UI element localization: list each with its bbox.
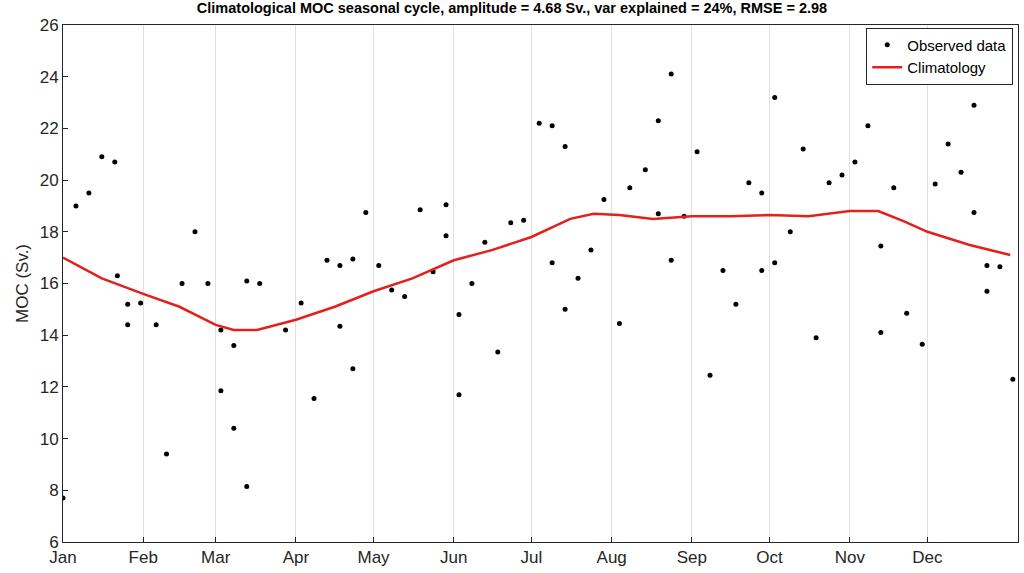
svg-text:Feb: Feb xyxy=(129,548,158,567)
svg-text:Oct: Oct xyxy=(756,548,783,567)
svg-text:26: 26 xyxy=(40,16,59,35)
svg-text:20: 20 xyxy=(40,171,59,190)
svg-text:Climatological MOC seasonal cy: Climatological MOC seasonal cycle, ampli… xyxy=(197,0,827,16)
svg-text:12: 12 xyxy=(40,378,59,397)
svg-text:May: May xyxy=(358,548,391,567)
svg-text:Climatology: Climatology xyxy=(907,59,986,76)
svg-text:18: 18 xyxy=(40,223,59,242)
svg-text:22: 22 xyxy=(40,119,59,138)
svg-text:Jul: Jul xyxy=(521,548,543,567)
svg-text:10: 10 xyxy=(40,430,59,449)
svg-text:8: 8 xyxy=(49,481,58,500)
svg-text:14: 14 xyxy=(40,326,59,345)
svg-text:Nov: Nov xyxy=(835,548,866,567)
svg-text:Aug: Aug xyxy=(597,548,627,567)
svg-text:Jan: Jan xyxy=(49,548,76,567)
svg-text:24: 24 xyxy=(40,68,59,87)
svg-text:Jun: Jun xyxy=(440,548,467,567)
svg-text:Dec: Dec xyxy=(912,548,943,567)
svg-text:16: 16 xyxy=(40,274,59,293)
svg-text:MOC (Sv.): MOC (Sv.) xyxy=(13,244,32,323)
svg-text:Apr: Apr xyxy=(283,548,310,567)
svg-text:6: 6 xyxy=(49,533,58,552)
svg-text:Mar: Mar xyxy=(201,548,231,567)
svg-text:Sep: Sep xyxy=(677,548,707,567)
svg-text:Observed data: Observed data xyxy=(907,37,1006,54)
